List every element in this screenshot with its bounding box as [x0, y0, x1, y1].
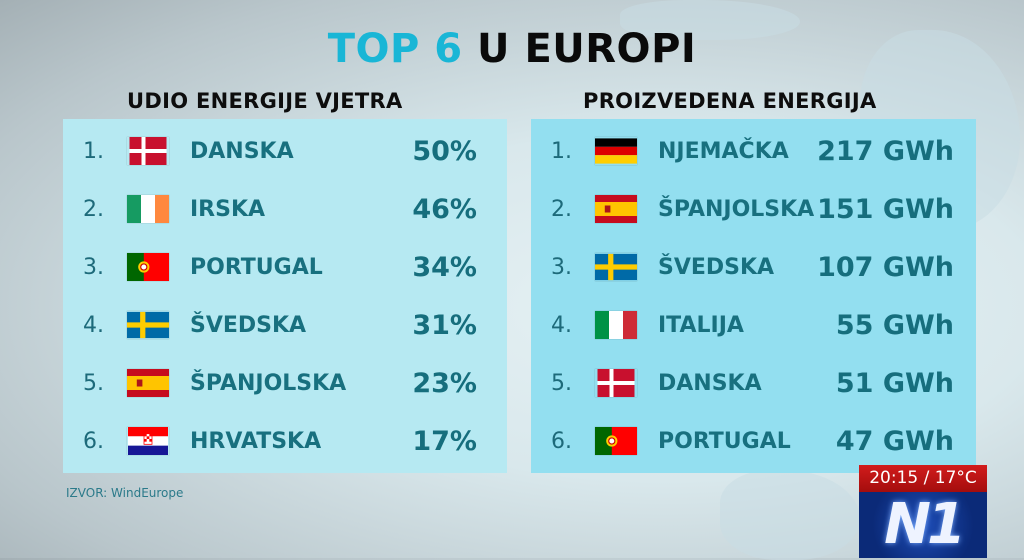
country-name: NJEMAČKA: [658, 138, 789, 164]
portugal-flag-icon: [127, 253, 169, 281]
map-background-shape: [720, 470, 860, 560]
rank: 2.: [83, 196, 104, 222]
value: 17%: [412, 425, 477, 457]
rank: 1.: [83, 138, 104, 164]
value: 46%: [412, 193, 477, 225]
n1-logo-icon: N1: [859, 492, 987, 558]
spain-flag-icon: [595, 195, 637, 223]
value: 55 GWh: [835, 309, 954, 341]
table-row: 6. PORTUGAL 47 GWh: [531, 412, 976, 470]
ireland-flag-icon: [127, 195, 169, 223]
country-name: DANSKA: [658, 370, 762, 396]
country-name: ŠPANJOLSKA: [658, 196, 815, 222]
country-name: PORTUGAL: [658, 428, 791, 454]
rank: 3.: [83, 254, 104, 280]
rank: 6.: [551, 428, 572, 454]
table-row: 1. NJEMAČKA 217 GWh: [531, 122, 976, 180]
time-temperature: 20:15 / 17°C: [859, 465, 987, 492]
country-name: HRVATSKA: [190, 428, 322, 454]
value: 50%: [412, 135, 477, 167]
map-background-shape: [620, 0, 800, 40]
value: 31%: [412, 309, 477, 341]
rank: 5.: [551, 370, 572, 396]
country-name: ŠPANJOLSKA: [190, 370, 347, 396]
table-row: 2. IRSKA 46%: [63, 180, 507, 238]
value: 34%: [412, 251, 477, 283]
wind-share-table: 1. DANSKA 50% 2. IRSKA 46% 3. PORTUGAL 3…: [63, 119, 507, 473]
country-name: ŠVEDSKA: [658, 254, 775, 280]
channel-badge: 20:15 / 17°C N1: [859, 465, 987, 558]
country-name: ŠVEDSKA: [190, 312, 307, 338]
table-row: 5. ŠPANJOLSKA 23%: [63, 354, 507, 412]
table-row: 1. DANSKA 50%: [63, 122, 507, 180]
denmark-flag-icon: [595, 369, 637, 397]
value: 217 GWh: [817, 135, 954, 167]
table-row: 6. HRVATSKA 17%: [63, 412, 507, 470]
italy-flag-icon: [595, 311, 637, 339]
country-name: IRSKA: [190, 196, 266, 222]
country-name: DANSKA: [190, 138, 294, 164]
source-note: IZVOR: WindEurope: [66, 486, 184, 500]
energy-produced-table: 1. NJEMAČKA 217 GWh 2. ŠPANJOLSKA 151 GW…: [531, 119, 976, 473]
rank: 1.: [551, 138, 572, 164]
left-table-heading: UDIO ENERGIJE VJETRA: [127, 89, 403, 113]
table-row: 4. ŠVEDSKA 31%: [63, 296, 507, 354]
value: 107 GWh: [817, 251, 954, 283]
sweden-flag-icon: [595, 253, 637, 281]
right-table-heading: PROIZVEDENA ENERGIJA: [583, 89, 877, 113]
title-highlight: TOP 6: [327, 26, 463, 72]
value: 151 GWh: [817, 193, 954, 225]
table-row: 3. PORTUGAL 34%: [63, 238, 507, 296]
croatia-flag-icon: [127, 427, 169, 455]
value: 51 GWh: [835, 367, 954, 399]
rank: 2.: [551, 196, 572, 222]
country-name: ITALIJA: [658, 312, 744, 338]
spain-flag-icon: [127, 369, 169, 397]
title-main: U EUROPI: [477, 26, 697, 72]
value: 23%: [412, 367, 477, 399]
table-row: 5. DANSKA 51 GWh: [531, 354, 976, 412]
portugal-flag-icon: [595, 427, 637, 455]
rank: 3.: [551, 254, 572, 280]
table-row: 4. ITALIJA 55 GWh: [531, 296, 976, 354]
table-row: 2. ŠPANJOLSKA 151 GWh: [531, 180, 976, 238]
germany-flag-icon: [595, 137, 637, 165]
page-title: TOP 6 U EUROPI: [0, 26, 1024, 72]
value: 47 GWh: [835, 425, 954, 457]
rank: 4.: [83, 312, 104, 338]
table-row: 3. ŠVEDSKA 107 GWh: [531, 238, 976, 296]
rank: 5.: [83, 370, 104, 396]
denmark-flag-icon: [127, 137, 169, 165]
country-name: PORTUGAL: [190, 254, 323, 280]
rank: 6.: [83, 428, 104, 454]
rank: 4.: [551, 312, 572, 338]
sweden-flag-icon: [127, 311, 169, 339]
